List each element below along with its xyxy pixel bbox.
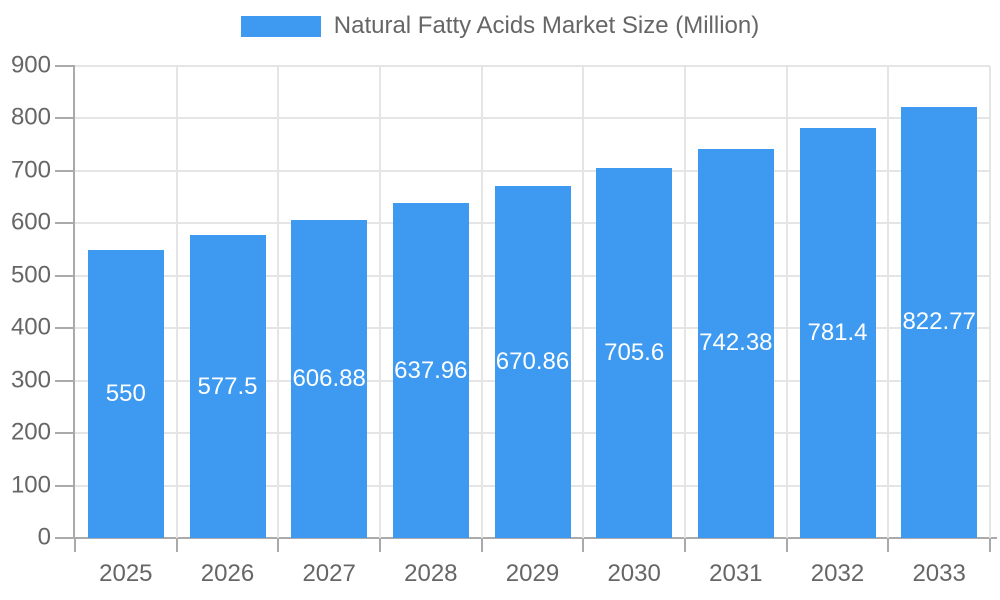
y-gridline <box>75 117 990 120</box>
x-tick-label: 2030 <box>607 560 661 587</box>
bar-2032[interactable] <box>799 128 876 538</box>
y-tick-label: 300 <box>10 366 51 394</box>
y-tick-mark <box>55 117 75 120</box>
bar-2033[interactable] <box>901 106 978 538</box>
y-gridline <box>75 169 990 172</box>
x-tick-mark <box>379 538 381 552</box>
x-tick-mark <box>582 538 585 552</box>
bar-value-label: 670.86 <box>495 348 570 376</box>
x-gridline <box>480 66 483 538</box>
legend-label: Natural Fatty Acids Market Size (Million… <box>333 12 760 39</box>
x-tick-mark <box>684 538 686 552</box>
bar-2028[interactable] <box>392 203 469 538</box>
x-axis-line <box>73 537 997 539</box>
x-gridline <box>989 66 991 538</box>
x-tick-label: 2029 <box>505 560 560 587</box>
bar-2031[interactable] <box>697 148 774 538</box>
x-tick-label: 2031 <box>709 560 763 587</box>
y-tick-mark <box>55 432 75 435</box>
bar-value-label: 550 <box>105 379 146 407</box>
y-tick-mark <box>55 484 75 487</box>
x-gridline <box>582 66 585 538</box>
x-tick-mark <box>74 538 76 552</box>
y-tick-label: 500 <box>10 261 51 289</box>
bar-2030[interactable] <box>596 167 673 538</box>
x-tick-label: 2027 <box>302 560 356 587</box>
y-tick-mark <box>55 169 75 172</box>
x-tick-mark <box>277 538 280 552</box>
x-tick-mark <box>989 538 991 552</box>
y-tick-label: 700 <box>10 156 51 184</box>
x-tick-label: 2028 <box>404 560 458 587</box>
y-tick-mark <box>55 222 75 225</box>
y-tick-label: 900 <box>10 51 51 79</box>
bar-value-label: 637.96 <box>394 356 468 384</box>
bar-value-label: 606.88 <box>292 364 366 392</box>
bar-value-label: 822.77 <box>902 308 976 336</box>
x-gridline <box>887 66 890 538</box>
x-tick-label: 2025 <box>99 560 153 587</box>
y-tick-mark <box>55 274 75 277</box>
x-gridline <box>379 66 381 538</box>
x-gridline <box>175 66 178 538</box>
bar-2026[interactable] <box>189 235 266 538</box>
x-gridline <box>785 66 788 538</box>
bar-2029[interactable] <box>494 186 571 538</box>
x-tick-mark <box>887 538 890 552</box>
y-tick-label: 600 <box>10 208 51 236</box>
bar-value-label: 705.6 <box>604 338 665 366</box>
bar-2025[interactable] <box>87 249 164 538</box>
y-tick-mark <box>55 65 75 67</box>
bar-value-label: 577.5 <box>197 372 258 400</box>
bar-value-label: 781.4 <box>807 319 868 347</box>
x-tick-label: 2032 <box>810 560 865 587</box>
x-tick-mark <box>785 538 788 552</box>
y-tick-mark <box>55 379 75 382</box>
y-tick-mark <box>55 327 75 330</box>
y-axis-line <box>73 66 75 538</box>
y-gridline <box>75 65 990 67</box>
x-tick-mark <box>175 538 178 552</box>
y-tick-label: 100 <box>10 470 51 498</box>
x-tick-mark <box>480 538 483 552</box>
y-tick-label: 400 <box>10 313 51 341</box>
x-tick-label: 2026 <box>200 560 255 587</box>
x-tick-label: 2033 <box>912 560 966 587</box>
x-gridline <box>684 66 686 538</box>
y-tick-label: 0 <box>37 523 51 551</box>
bar-value-label: 742.38 <box>699 329 773 357</box>
legend-swatch <box>240 15 321 37</box>
y-tick-label: 800 <box>10 103 51 131</box>
legend-item[interactable]: Natural Fatty Acids Market Size (Million… <box>0 12 1000 40</box>
x-gridline <box>277 66 280 538</box>
y-tick-label: 200 <box>10 418 51 446</box>
y-tick-mark <box>55 537 75 539</box>
bar-2027[interactable] <box>291 219 368 538</box>
